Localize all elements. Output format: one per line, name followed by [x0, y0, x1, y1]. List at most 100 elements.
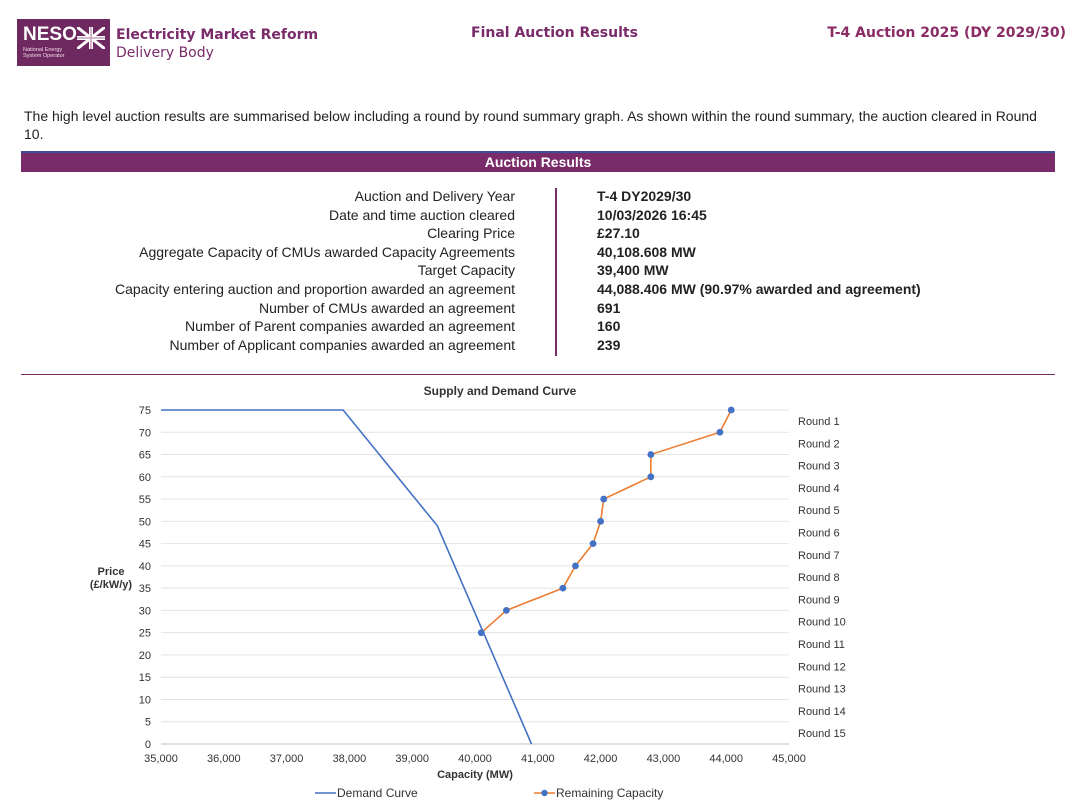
result-label: Number of Parent companies awarded an ag… [185, 318, 515, 335]
y-tick-label: 0 [145, 739, 151, 751]
round-label: Round 1 [798, 416, 840, 428]
results-row: Number of Applicant companies awarded an… [21, 337, 1055, 356]
result-label: Number of CMUs awarded an agreement [258, 299, 515, 316]
y-tick-label: 10 [139, 694, 151, 706]
logo-subtext: National Energy System Operator [23, 47, 65, 59]
round-label: Round 3 [798, 461, 840, 473]
data-point [572, 562, 579, 570]
y-tick-label: 60 [139, 472, 151, 484]
results-table: Auction and Delivery Year T-4 DY2029/30 … [21, 188, 1055, 355]
round-label: Round 10 [798, 617, 846, 629]
intro-paragraph: The high level auction results are summa… [24, 108, 1037, 142]
legend-label-demand: Demand Curve [337, 786, 418, 800]
org-line-2: Delivery Body [116, 45, 214, 61]
results-row: Aggregate Capacity of CMUs awarded Capac… [21, 244, 1055, 263]
round-label: Round 12 [798, 661, 846, 673]
round-label: Round 2 [798, 438, 840, 450]
round-label: Round 14 [798, 706, 846, 718]
y-tick-label: 70 [139, 427, 151, 439]
round-label: Round 9 [798, 594, 840, 606]
data-point [597, 517, 604, 525]
result-label: Capacity entering auction and proportion… [114, 280, 515, 297]
result-value: 239 [597, 336, 621, 353]
y-axis-label-line2: (£/kW/y) [90, 579, 133, 591]
result-value: 10/03/2026 16:45 [597, 206, 707, 223]
neso-logo: NESO National Energy System Operator [17, 19, 110, 66]
data-point [727, 406, 735, 414]
x-tick-label: 38,000 [333, 753, 367, 765]
y-tick-label: 65 [139, 450, 151, 462]
data-point [716, 428, 724, 436]
logo-wordmark: NESO [23, 24, 77, 45]
y-tick-label: 15 [139, 672, 151, 684]
results-row: Capacity entering auction and proportion… [21, 281, 1055, 300]
result-label: Auction and Delivery Year [354, 188, 515, 204]
data-point [647, 451, 655, 458]
data-point [559, 584, 567, 592]
result-value: 40,108.608 MW [597, 243, 696, 260]
x-tick-label: 45,000 [772, 753, 806, 765]
results-row: Auction and Delivery Year T-4 DY2029/30 [21, 188, 1055, 207]
result-value: 44,088.406 MW (90.97% awarded and agreem… [597, 280, 921, 297]
x-tick-label: 43,000 [647, 753, 681, 765]
data-point [589, 540, 597, 547]
y-tick-label: 50 [139, 516, 151, 528]
round-label: Round 7 [798, 550, 840, 562]
series-line-demand-curve [161, 409, 533, 745]
y-tick-label: 20 [139, 650, 151, 662]
legend-label-remaining: Remaining Capacity [556, 786, 663, 800]
results-row: Target Capacity 39,400 MW [21, 262, 1055, 281]
y-tick-label: 35 [139, 583, 151, 595]
union-flag-icon [77, 27, 105, 49]
chart-title: Supply and Demand Curve [424, 384, 577, 398]
data-point [503, 607, 510, 614]
x-tick-label: 36,000 [207, 753, 241, 765]
x-tick-label: 37,000 [270, 753, 304, 765]
round-label: Round 11 [798, 639, 845, 651]
result-value: 39,400 MW [597, 262, 669, 279]
auction-title: T-4 Auction 2025 (DY 2029/30) [827, 25, 1066, 41]
data-point [477, 629, 485, 637]
round-label: Round 5 [798, 505, 840, 517]
results-row: Date and time auction cleared 10/03/2026… [21, 207, 1055, 226]
y-tick-label: 5 [145, 717, 151, 729]
round-label: Round 8 [798, 572, 840, 584]
y-tick-label: 30 [139, 605, 151, 617]
result-label: Clearing Price [427, 225, 515, 242]
y-tick-label: 45 [139, 539, 151, 551]
y-tick-label: 40 [139, 561, 151, 573]
y-tick-label: 25 [139, 628, 151, 640]
x-tick-label: 41,000 [521, 753, 555, 765]
result-label: Number of Applicant companies awarded an… [169, 336, 515, 353]
result-label: Aggregate Capacity of CMUs awarded Capac… [139, 243, 515, 260]
document-title: Final Auction Results [471, 25, 638, 41]
data-point [600, 495, 608, 503]
round-label: Round 15 [798, 728, 846, 740]
legend-marker-remaining [541, 789, 548, 797]
section-header-bar: Auction Results [21, 151, 1055, 172]
x-axis-label: Capacity (MW) [437, 769, 513, 781]
result-value: T-4 DY2029/30 [597, 188, 692, 204]
results-row: Number of CMUs awarded an agreement 691 [21, 300, 1055, 319]
section-divider [21, 374, 1055, 375]
result-value: 691 [597, 299, 621, 316]
result-label: Date and time auction cleared [329, 206, 515, 223]
result-value: £27.10 [597, 225, 640, 242]
result-label: Target Capacity [417, 262, 515, 279]
x-tick-label: 39,000 [395, 753, 429, 765]
results-row: Clearing Price £27.10 [21, 225, 1055, 244]
table-divider [555, 188, 557, 356]
result-value: 160 [597, 318, 621, 335]
round-label: Round 13 [798, 684, 846, 696]
org-name: Electricity Market Reform Delivery Body [116, 26, 318, 62]
x-tick-label: 35,000 [144, 753, 178, 765]
x-tick-label: 40,000 [458, 753, 492, 765]
y-tick-label: 75 [139, 405, 151, 417]
results-row: Number of Parent companies awarded an ag… [21, 318, 1055, 337]
data-point [647, 473, 655, 481]
org-line-1: Electricity Market Reform [116, 27, 319, 43]
x-tick-label: 44,000 [709, 753, 743, 765]
x-tick-label: 42,000 [584, 753, 618, 765]
supply-demand-chart: Supply and Demand Curve 0 5 10 15 20 25 30 35 40 4… [90, 384, 846, 800]
round-label: Round 6 [798, 528, 840, 540]
